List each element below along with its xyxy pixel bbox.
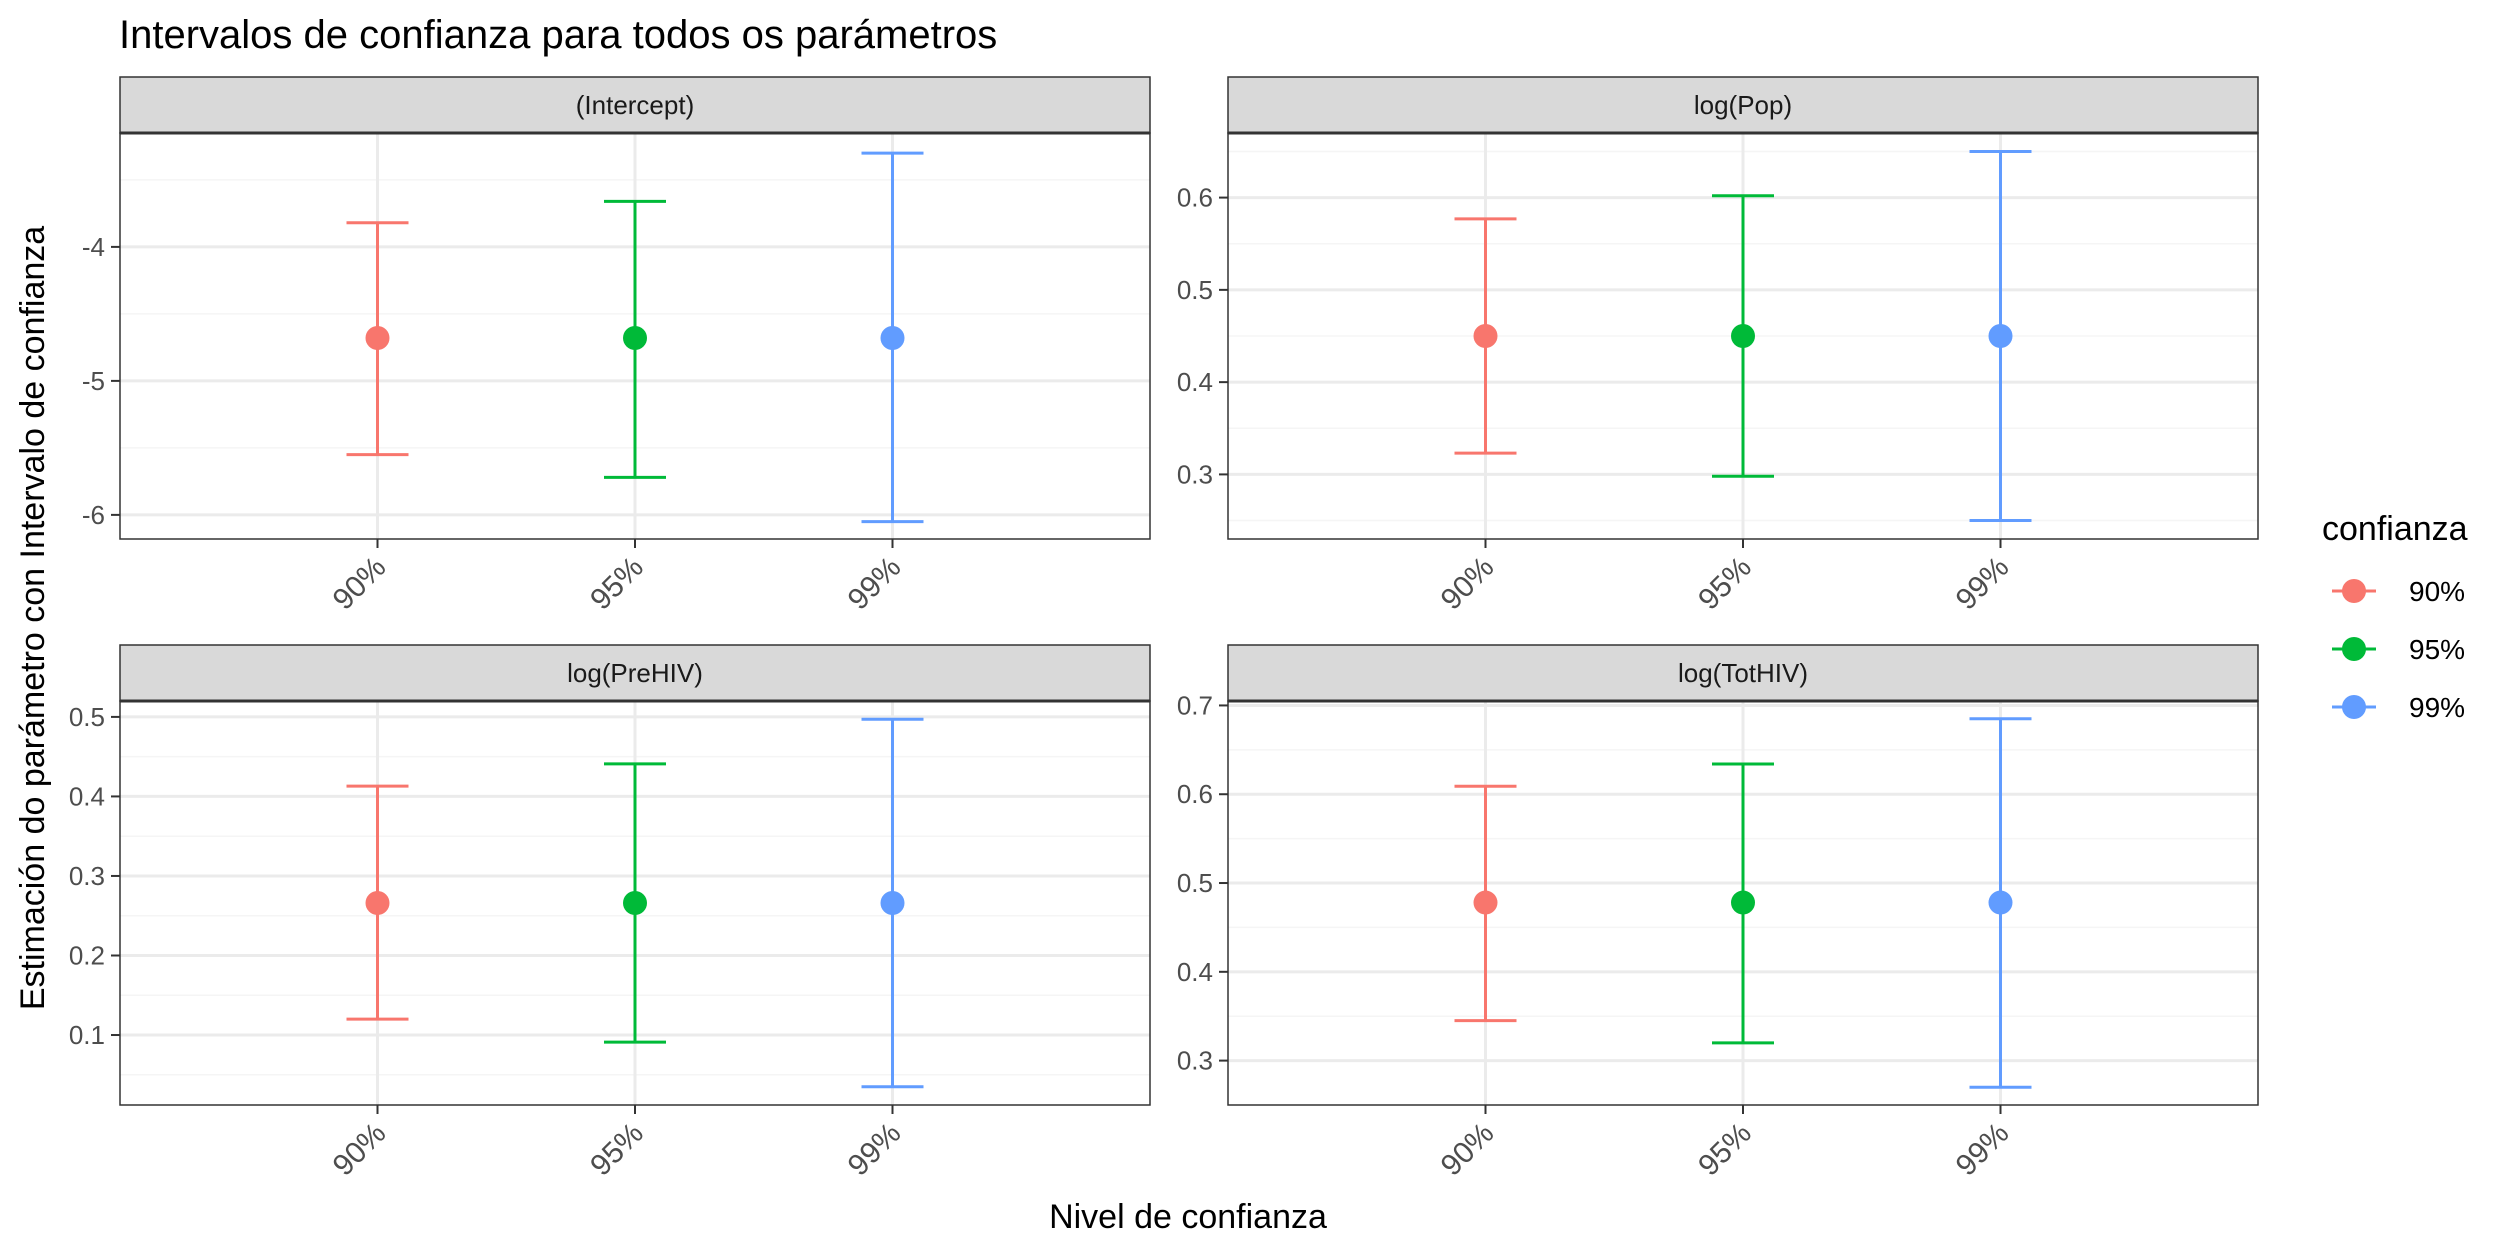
legend-key-point — [2342, 637, 2366, 661]
estimate-point — [880, 891, 905, 915]
errorbar-99 — [1969, 149, 2032, 523]
y-tick-label: 0.4 — [1177, 367, 1213, 397]
facet-strip — [119, 76, 1151, 134]
facet-strip — [1227, 76, 2259, 134]
facet-strip-label: (Intercept) — [576, 90, 695, 120]
panel-log-pop: log(Pop)0.30.40.50.690% 95% 99% — [1177, 76, 2259, 616]
y-tick-label: 0.2 — [69, 940, 105, 970]
facet-strip-label: log(TotHIV) — [1678, 658, 1808, 688]
legend-key-point — [2342, 695, 2366, 719]
estimate-point — [880, 326, 905, 351]
estimate-point — [623, 891, 647, 915]
estimate-point — [1988, 890, 2013, 915]
facet-strip-label: log(Pop) — [1694, 90, 1792, 120]
estimate-point — [1731, 890, 1755, 915]
y-axis-label: Estimación do parámetro con Intervalo de… — [14, 226, 52, 1010]
y-tick-label: 0.5 — [1177, 275, 1213, 305]
legend-key-point — [2342, 579, 2366, 603]
facet-panels: (Intercept)-6-5-490% 95% 99%log(Pop)0.30.4… — [69, 76, 2259, 1182]
panel-intercept: (Intercept)-6-5-490% 95% 99% — [82, 76, 1151, 616]
errorbar-90 — [346, 221, 409, 457]
y-tick-label: 0.7 — [1177, 690, 1213, 720]
errorbar-95 — [604, 199, 666, 479]
y-tick-label: -6 — [82, 500, 105, 530]
y-tick-label: -5 — [82, 366, 105, 396]
facet-strip — [1227, 644, 2259, 702]
estimate-point — [1473, 890, 1498, 915]
errorbar-90 — [1454, 217, 1517, 455]
legend-label: 90% — [2409, 576, 2465, 607]
chart-title: Intervalos de confianza para todos os pa… — [119, 13, 997, 57]
y-tick-label: 0.4 — [69, 781, 105, 811]
errorbar-95 — [1712, 762, 1774, 1045]
estimate-point — [365, 326, 390, 351]
legend: confianza 90% 95% 99% — [2322, 510, 2468, 723]
errorbar-99 — [861, 151, 924, 524]
y-tick-label: 0.3 — [1177, 459, 1213, 489]
legend-item-95: 95% — [2332, 634, 2465, 665]
y-tick-label: 0.6 — [1177, 779, 1213, 809]
y-tick-label: 0.3 — [69, 861, 105, 891]
estimate-point — [1988, 324, 2013, 348]
facet-strip-label: log(PreHIV) — [567, 658, 703, 688]
errorbar-95 — [604, 762, 666, 1044]
y-tick-label: 0.5 — [1177, 868, 1213, 898]
estimate-point — [1473, 324, 1498, 348]
errorbar-99 — [1969, 717, 2032, 1089]
estimate-point — [623, 326, 647, 351]
legend-item-99: 99% — [2332, 692, 2465, 723]
y-tick-label: -4 — [82, 232, 105, 262]
legend-item-90: 90% — [2332, 576, 2465, 607]
y-tick-label: 0.6 — [1177, 183, 1213, 213]
errorbar-95 — [1712, 194, 1774, 478]
estimate-point — [1731, 324, 1755, 348]
errorbar-99 — [861, 717, 924, 1089]
y-tick-label: 0.5 — [69, 702, 105, 732]
legend-label: 95% — [2409, 634, 2465, 665]
estimate-point — [365, 891, 390, 915]
errorbar-90 — [346, 784, 409, 1021]
x-axis-label: Nivel de confianza — [1049, 1198, 1327, 1236]
legend-label: 99% — [2409, 692, 2465, 723]
legend-title: confianza — [2322, 510, 2468, 548]
y-tick-label: 0.3 — [1177, 1046, 1213, 1076]
panel-log-prehiv: log(PreHIV)0.10.20.30.40.590% 95% 99% — [69, 644, 1151, 1182]
panel-log-tothiv: log(TotHIV)0.30.40.50.60.790% 95% 99% — [1177, 644, 2259, 1182]
y-tick-label: 0.1 — [69, 1020, 105, 1050]
y-tick-label: 0.4 — [1177, 957, 1213, 987]
errorbar-90 — [1454, 784, 1517, 1023]
